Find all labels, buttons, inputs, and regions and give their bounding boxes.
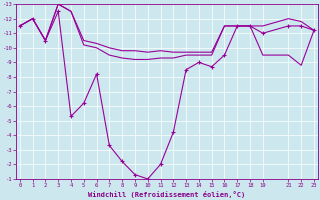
X-axis label: Windchill (Refroidissement éolien,°C): Windchill (Refroidissement éolien,°C) [88, 191, 245, 198]
